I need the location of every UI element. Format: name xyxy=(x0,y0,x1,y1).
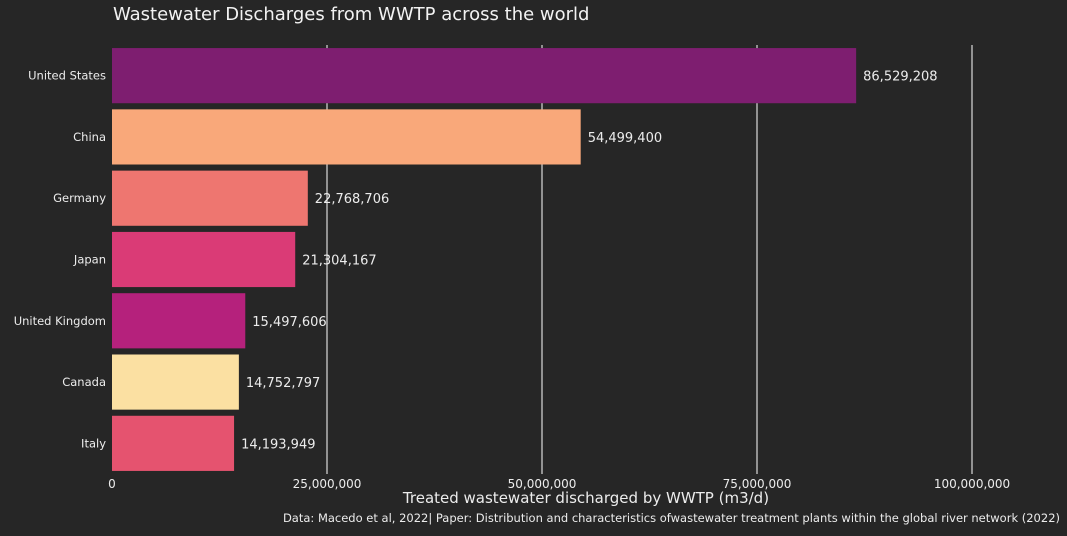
value-label-1: 54,499,400 xyxy=(588,131,662,146)
chart-title: Wastewater Discharges from WWTP across t… xyxy=(113,4,589,25)
x-tick-label-3: 75,000,000 xyxy=(723,477,792,491)
bar-6 xyxy=(112,415,235,471)
bar-0 xyxy=(112,48,857,104)
bar-1 xyxy=(112,109,581,165)
value-label-0: 86,529,208 xyxy=(863,70,937,85)
value-labels: 86,529,208 54,499,400 22,768,706 21,304,167… xyxy=(241,70,938,453)
category-label-4: United Kingdom xyxy=(14,314,106,328)
category-label-6: Italy xyxy=(81,436,106,450)
value-label-4: 15,497,606 xyxy=(252,315,326,330)
category-label-5: Canada xyxy=(62,375,106,389)
value-label-6: 14,193,949 xyxy=(241,437,315,452)
value-label-3: 21,304,167 xyxy=(302,254,376,269)
category-label-2: Germany xyxy=(53,191,106,205)
bar-4 xyxy=(112,293,246,349)
x-tick-label-2: 50,000,000 xyxy=(508,477,577,491)
chart-caption: Data: Macedo et al, 2022| Paper: Distrib… xyxy=(283,511,1060,525)
x-tick-label-0: 0 xyxy=(108,477,116,491)
value-label-2: 22,768,706 xyxy=(315,192,389,207)
value-label-5: 14,752,797 xyxy=(246,376,320,391)
bars xyxy=(112,48,857,471)
bar-3 xyxy=(112,231,296,288)
category-labels: United States China Germany Japan United Kin… xyxy=(14,69,107,451)
x-tick-label-4: 100,000,000 xyxy=(934,477,1010,491)
bar-5 xyxy=(112,354,239,410)
x-tick-label-1: 25,000,000 xyxy=(293,477,362,491)
category-label-3: Japan xyxy=(73,253,106,267)
category-label-0: United States xyxy=(28,69,106,83)
x-axis-ticks: 0 25,000,000 50,000,000 75,000,000 100,000,0… xyxy=(108,477,1010,491)
x-axis-title: Treated wastewater discharged by WWTP (m… xyxy=(402,489,769,507)
bar-2 xyxy=(112,170,308,226)
category-label-1: China xyxy=(73,130,106,144)
